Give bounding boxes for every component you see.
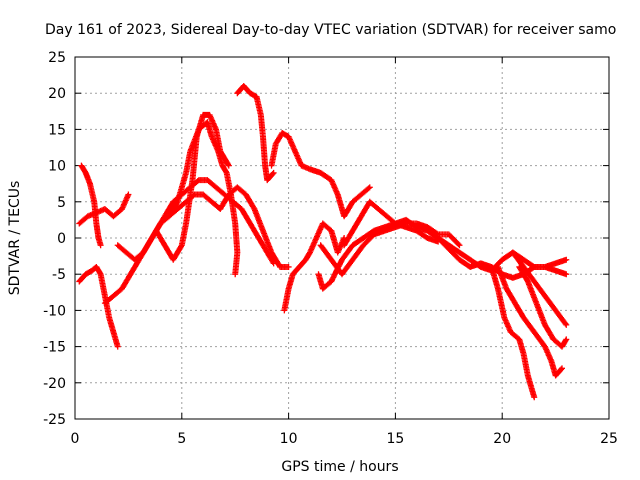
plus-markers xyxy=(317,220,463,278)
plus-markers xyxy=(509,249,570,328)
plus-markers xyxy=(76,263,121,350)
plus-markers xyxy=(516,263,570,350)
x-tick-label: 20 xyxy=(493,431,511,447)
series-track-9 xyxy=(268,130,373,220)
series-track-10 xyxy=(281,220,348,314)
plus-markers xyxy=(165,119,241,278)
plus-markers xyxy=(76,191,132,227)
plus-markers xyxy=(114,184,292,270)
series-track-6 xyxy=(153,111,232,263)
series-track-7 xyxy=(165,119,241,278)
y-tick-label: -20 xyxy=(43,376,66,392)
x-tick-label: 0 xyxy=(71,431,80,447)
x-tick-label: 15 xyxy=(386,431,404,447)
series-track-8 xyxy=(234,82,277,184)
plus-markers xyxy=(494,263,566,379)
y-tick-label: 0 xyxy=(57,231,66,247)
series-track-2 xyxy=(76,263,121,350)
plus-markers xyxy=(315,220,442,292)
series-track-18 xyxy=(516,263,570,350)
x-tick-label: 25 xyxy=(600,431,618,447)
y-tick-label: -5 xyxy=(52,267,66,283)
series-track-5 xyxy=(114,184,292,270)
series-track-1 xyxy=(78,162,104,249)
y-tick-label: -15 xyxy=(43,340,66,356)
series-track-12 xyxy=(315,220,442,292)
series-track-11 xyxy=(317,220,463,278)
series-track-3 xyxy=(76,191,132,227)
y-tick-label: 20 xyxy=(48,86,66,102)
series-track-15 xyxy=(488,263,538,401)
y-axis-label: SDTVAR / TECUs xyxy=(7,181,23,296)
plus-markers xyxy=(78,162,104,249)
series-track-16 xyxy=(494,263,566,379)
plus-markers xyxy=(268,130,373,220)
plus-markers xyxy=(281,220,348,314)
data-points xyxy=(76,82,570,401)
y-axis: -25 -20 -15 -10 -5 0 5 10 15 20 25 xyxy=(43,50,609,428)
x-tick-label: 5 xyxy=(177,431,186,447)
y-tick-label: -10 xyxy=(43,303,66,319)
plus-markers xyxy=(488,263,538,401)
series-track-17 xyxy=(509,249,570,328)
y-tick-label: 5 xyxy=(57,195,66,211)
plus-markers xyxy=(153,111,232,263)
y-tick-label: 10 xyxy=(48,159,66,175)
y-tick-label: 15 xyxy=(48,122,66,138)
chart-title: Day 161 of 2023, Sidereal Day-to-day VTE… xyxy=(45,22,616,38)
y-tick-label: 25 xyxy=(48,50,66,66)
plus-markers xyxy=(234,82,277,184)
x-axis-label: GPS time / hours xyxy=(281,459,398,475)
x-axis: 0 5 10 15 20 25 xyxy=(71,57,618,447)
x-tick-label: 10 xyxy=(280,431,298,447)
y-tick-label: -25 xyxy=(43,412,66,428)
